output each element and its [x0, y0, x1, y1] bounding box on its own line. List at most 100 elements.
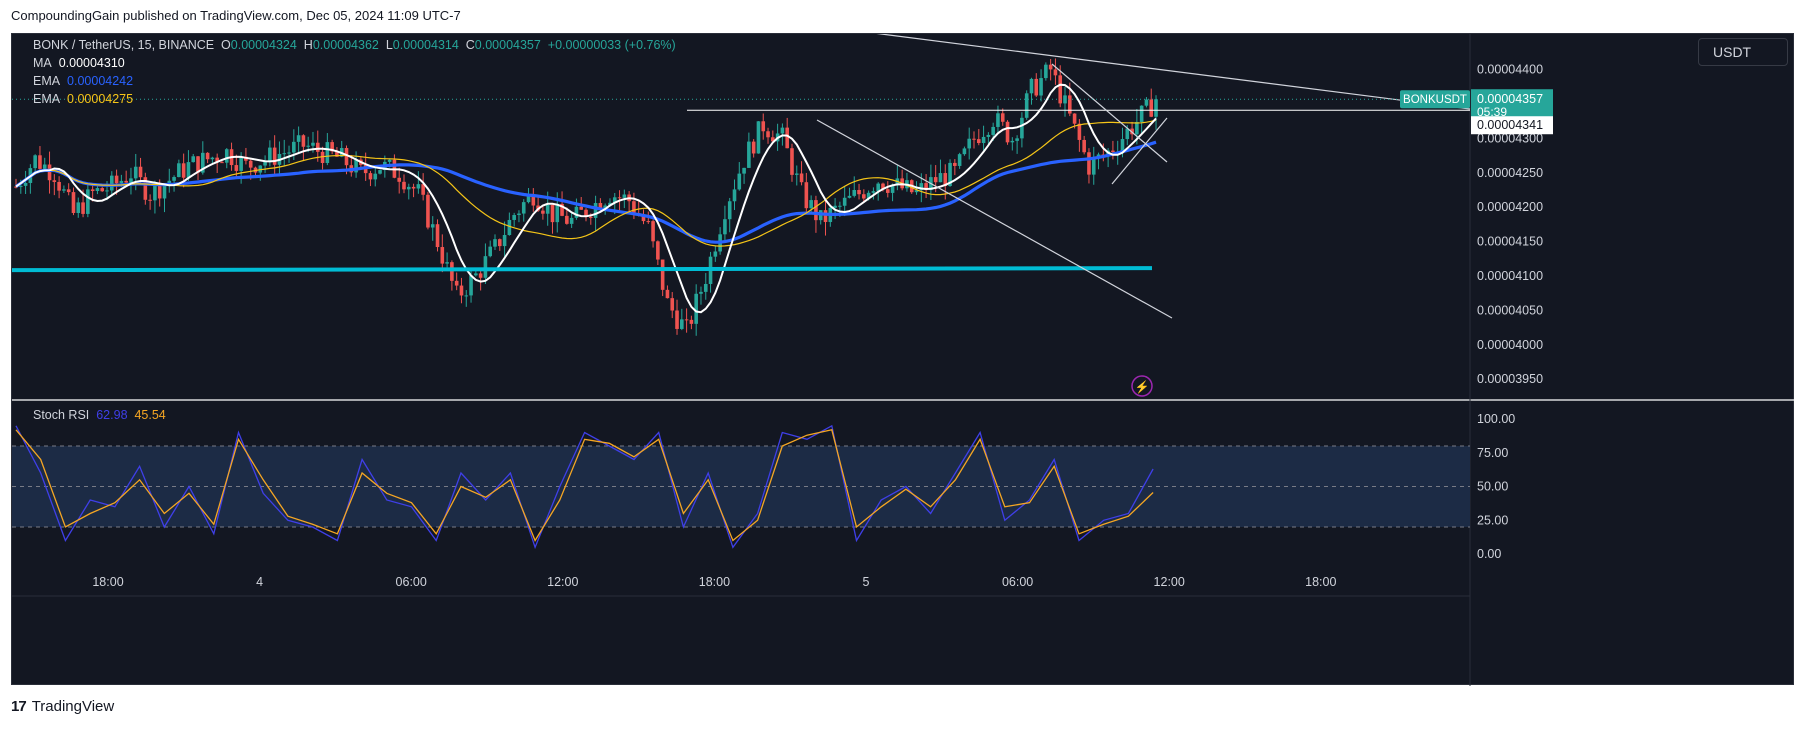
- candle-body[interactable]: [1077, 123, 1082, 140]
- lightning-icon[interactable]: [1131, 375, 1153, 397]
- candle-body[interactable]: [201, 152, 205, 173]
- candle-body[interactable]: [406, 186, 411, 190]
- candle-body[interactable]: [972, 138, 976, 140]
- ema-fast-line[interactable]: [15, 140, 1157, 244]
- candle-body[interactable]: [737, 173, 742, 190]
- candle-body[interactable]: [378, 170, 382, 174]
- candle-body[interactable]: [670, 298, 675, 311]
- candle-body[interactable]: [1149, 99, 1154, 117]
- candle-body[interactable]: [646, 221, 651, 223]
- candle-body[interactable]: [598, 203, 603, 211]
- candle-body[interactable]: [14, 186, 18, 188]
- candle-body[interactable]: [608, 202, 612, 206]
- candle-body[interactable]: [57, 181, 61, 191]
- candle-body[interactable]: [38, 155, 42, 169]
- candle-body[interactable]: [138, 166, 143, 178]
- candle-body[interactable]: [799, 173, 804, 183]
- candle-body[interactable]: [699, 291, 703, 294]
- candle-body[interactable]: [272, 147, 277, 165]
- candle-body[interactable]: [612, 197, 617, 203]
- stoch-d-line[interactable]: [15, 429, 1154, 542]
- candle-body[interactable]: [474, 273, 478, 276]
- candle-body[interactable]: [1029, 78, 1034, 94]
- candle-body[interactable]: [306, 145, 310, 147]
- candle-body[interactable]: [862, 194, 866, 199]
- candle-body[interactable]: [756, 121, 761, 154]
- candle-body[interactable]: [885, 189, 890, 193]
- candle-body[interactable]: [47, 164, 52, 181]
- candle-body[interactable]: [967, 138, 972, 149]
- candle-body[interactable]: [248, 160, 253, 168]
- candle-body[interactable]: [555, 203, 560, 223]
- candle-body[interactable]: [890, 184, 895, 193]
- candle-body[interactable]: [502, 235, 507, 247]
- candle-body[interactable]: [665, 289, 670, 299]
- candle-body[interactable]: [933, 177, 938, 183]
- candle-body[interactable]: [1000, 113, 1005, 122]
- candle-body[interactable]: [18, 185, 23, 187]
- candle-body[interactable]: [1020, 117, 1024, 139]
- candle-body[interactable]: [833, 205, 837, 208]
- candle-body[interactable]: [550, 204, 555, 223]
- ma-line[interactable]: [15, 83, 1157, 314]
- candle-body[interactable]: [545, 204, 550, 214]
- candle-body[interactable]: [804, 182, 809, 209]
- chart-canvas[interactable]: 0.000044000.000043500.000043000.00004250…: [12, 34, 1795, 686]
- candle-body[interactable]: [986, 134, 991, 137]
- candle-body[interactable]: [181, 163, 186, 178]
- ema-slow-line[interactable]: [15, 119, 1157, 247]
- candle-body[interactable]: [268, 147, 272, 161]
- candle-body[interactable]: [991, 126, 995, 135]
- candle-body[interactable]: [282, 153, 287, 155]
- candle-body[interactable]: [411, 186, 416, 189]
- candle-body[interactable]: [488, 246, 493, 257]
- candle-body[interactable]: [124, 180, 128, 183]
- candle-body[interactable]: [713, 251, 718, 257]
- candle-body[interactable]: [311, 142, 315, 146]
- candle-body[interactable]: [507, 219, 512, 236]
- candle-body[interactable]: [766, 131, 770, 138]
- candle-body[interactable]: [186, 162, 191, 178]
- candle-body[interactable]: [723, 219, 727, 235]
- candle-body[interactable]: [780, 127, 785, 134]
- candle-body[interactable]: [996, 113, 1000, 127]
- candle-body[interactable]: [694, 293, 698, 324]
- candle-body[interactable]: [435, 224, 440, 248]
- candle-body[interactable]: [943, 173, 948, 187]
- candle-body[interactable]: [71, 192, 76, 213]
- candle-body[interactable]: [292, 141, 296, 153]
- candle-body[interactable]: [1154, 99, 1158, 117]
- candle-body[interactable]: [656, 241, 660, 260]
- candle-body[interactable]: [1068, 95, 1072, 114]
- candle-body[interactable]: [871, 191, 876, 193]
- candle-body[interactable]: [632, 201, 636, 214]
- candle-body[interactable]: [962, 148, 967, 155]
- candle-body[interactable]: [1144, 99, 1149, 106]
- candle-body[interactable]: [727, 201, 732, 220]
- candle-body[interactable]: [584, 209, 588, 217]
- candle-body[interactable]: [1024, 93, 1029, 118]
- candle-body[interactable]: [263, 160, 267, 166]
- stoch-k-line[interactable]: [15, 424, 1154, 550]
- candle-body[interactable]: [948, 162, 952, 187]
- candle-body[interactable]: [105, 190, 109, 192]
- candle-body[interactable]: [531, 194, 536, 206]
- candle-body[interactable]: [881, 183, 885, 190]
- candle-body[interactable]: [464, 295, 469, 297]
- ema-fast-legend[interactable]: EMA 0.00004242: [33, 74, 133, 88]
- legend-symbol[interactable]: BONK / TetherUS, 15, BINANCE: [33, 38, 215, 52]
- candle-body[interactable]: [1135, 121, 1139, 135]
- candle-body[interactable]: [1053, 69, 1058, 76]
- candle-body[interactable]: [66, 189, 71, 193]
- candle-body[interactable]: [617, 197, 622, 199]
- candle-body[interactable]: [842, 197, 847, 206]
- candle-body[interactable]: [512, 215, 516, 220]
- candle-body[interactable]: [521, 202, 526, 214]
- candle-body[interactable]: [1091, 157, 1096, 175]
- candle-body[interactable]: [1111, 150, 1115, 153]
- candle-body[interactable]: [191, 156, 196, 163]
- candle-body[interactable]: [148, 199, 152, 201]
- candle-body[interactable]: [593, 203, 598, 218]
- candle-body[interactable]: [1034, 78, 1039, 96]
- candle-body[interactable]: [641, 215, 646, 222]
